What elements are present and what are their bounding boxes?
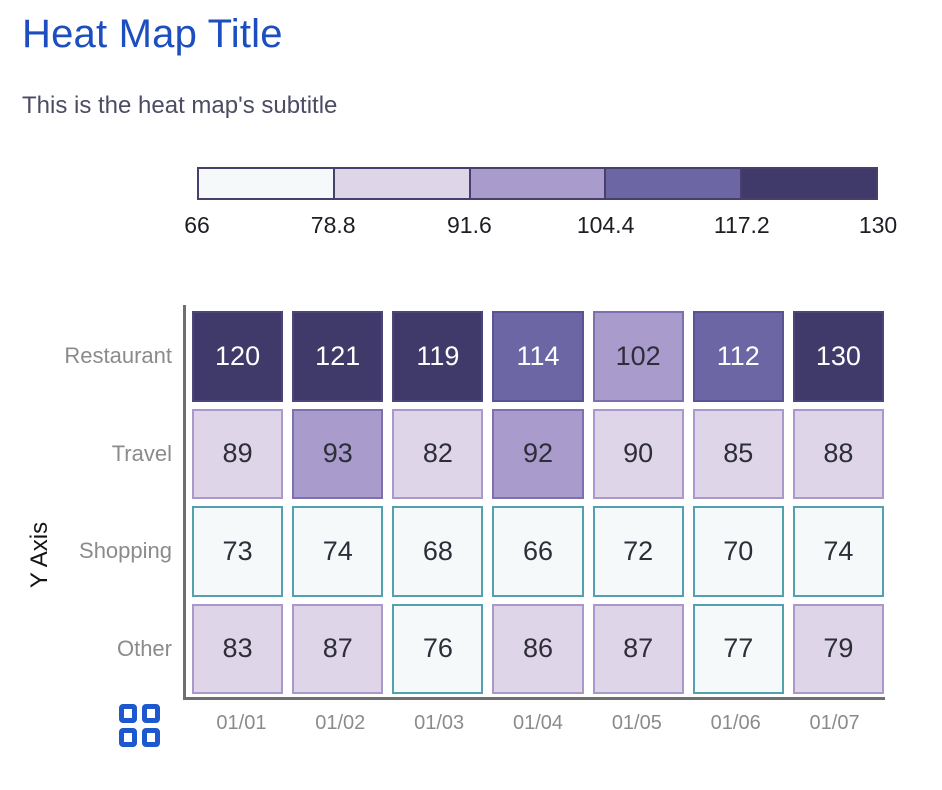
- grid-icon[interactable]: [119, 704, 160, 747]
- y-axis-tick-label: Shopping: [79, 538, 172, 564]
- heatmap-cell[interactable]: 87: [292, 603, 384, 694]
- color-scale-legend-labels: 66 78.8 91.6 104.4 117.2 130: [184, 212, 897, 242]
- x-axis-tick-label: 01/01: [216, 712, 267, 734]
- heatmap-cell[interactable]: 73: [192, 506, 284, 597]
- legend-tick-label: 91.6: [447, 212, 492, 238]
- heatmap-cell[interactable]: 93: [292, 408, 384, 499]
- heatmap-cell[interactable]: 77: [692, 603, 784, 694]
- legend-tick-label: 130: [858, 212, 898, 238]
- x-axis-tick-label: 01/04: [512, 712, 564, 734]
- x-axis-line: [183, 697, 885, 700]
- x-axis-tick-label: 01/06: [710, 712, 761, 734]
- heatmap-cell[interactable]: 119: [392, 311, 484, 402]
- legend-color-band: [606, 169, 743, 198]
- heatmap-cell[interactable]: 66: [492, 506, 584, 597]
- y-axis-tick-label: Restaurant: [64, 343, 172, 369]
- x-axis-tick-labels: 01/01 01/02 01/03 01/04 01/05 01/06 01/07: [192, 712, 884, 735]
- heatmap-cell[interactable]: 121: [292, 311, 384, 402]
- heatmap-cell[interactable]: 82: [392, 408, 484, 499]
- heatmap-cell[interactable]: 85: [692, 408, 784, 499]
- legend-color-band: [334, 169, 471, 198]
- x-axis-tick-label: 01/07: [809, 712, 860, 734]
- heatmap-cell[interactable]: 92: [492, 408, 584, 499]
- legend-tick-label: 104.4: [576, 212, 635, 238]
- heatmap-cell[interactable]: 74: [792, 506, 884, 597]
- legend-color-band: [470, 169, 607, 198]
- heatmap-cell[interactable]: 87: [592, 603, 684, 694]
- x-axis-tick-label: 01/02: [315, 712, 366, 734]
- y-axis-line: [183, 305, 186, 700]
- y-axis-tick-label: Other: [116, 635, 172, 661]
- legend-color-band: [199, 169, 335, 198]
- heatmap-cell[interactable]: 120: [192, 311, 284, 402]
- heatmap-cell[interactable]: 68: [392, 506, 484, 597]
- heatmap-cell[interactable]: 112: [692, 311, 784, 402]
- y-axis-tick-labels: Restaurant Travel Shopping Other: [0, 311, 172, 694]
- heatmap-cell[interactable]: 114: [492, 311, 584, 402]
- heatmap-cell[interactable]: 83: [192, 603, 284, 694]
- grid-icon-square: [119, 728, 137, 747]
- y-axis-tick-label: Travel: [111, 440, 172, 466]
- color-scale-legend: [197, 167, 878, 200]
- heatmap-cell[interactable]: 90: [592, 408, 684, 499]
- heatmap-cell[interactable]: 76: [392, 603, 484, 694]
- heatmap-cell[interactable]: 130: [792, 311, 884, 402]
- x-axis-tick-label: 01/05: [611, 712, 662, 734]
- heatmap-cell[interactable]: 86: [492, 603, 584, 694]
- heatmap-cell[interactable]: 70: [692, 506, 784, 597]
- grid-icon-square: [142, 704, 160, 723]
- grid-icon-square: [119, 704, 137, 723]
- legend-tick-label: 117.2: [713, 212, 770, 238]
- heatmap-cell[interactable]: 74: [292, 506, 384, 597]
- page-subtitle: This is the heat map's subtitle: [22, 92, 338, 119]
- grid-icon-square: [142, 728, 160, 747]
- heatmap-cell[interactable]: 79: [792, 603, 884, 694]
- x-axis-tick-label: 01/03: [414, 712, 465, 734]
- heatmap-cell[interactable]: 89: [192, 408, 284, 499]
- heatmap-grid: 120 121 119 114 102 112 130 89 93 82 92 90 85 88 73 74 6…: [192, 311, 884, 694]
- legend-tick-label: 66: [184, 212, 210, 238]
- legend-tick-label: 78.8: [310, 212, 356, 238]
- page-title: Heat Map Title: [22, 12, 283, 56]
- legend-color-band: [742, 169, 876, 198]
- heatmap-cell[interactable]: 72: [592, 506, 684, 597]
- heatmap-cell[interactable]: 102: [592, 311, 684, 402]
- heatmap-cell[interactable]: 88: [792, 408, 884, 499]
